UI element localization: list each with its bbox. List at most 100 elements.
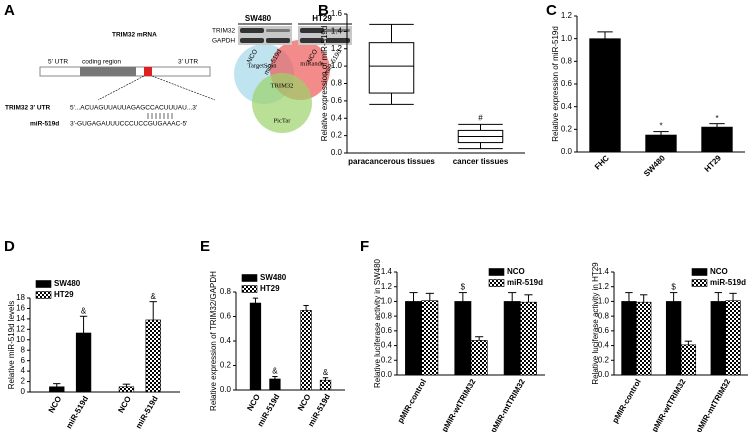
y-tick-label: 0.2 — [331, 131, 343, 140]
y-tick-label: 0 — [21, 387, 26, 396]
legend-swatch — [691, 268, 708, 276]
venn-label: PicTar — [274, 117, 292, 124]
annotation: & — [151, 292, 157, 301]
x-tick-label: miR-519d — [134, 394, 160, 430]
cell-line: HT29 — [312, 14, 332, 23]
bar — [589, 38, 621, 153]
y-tick-label: 0.6 — [220, 312, 232, 321]
legend-label: SW480 — [54, 279, 81, 288]
legend-swatch — [488, 279, 505, 287]
legend-label: HT29 — [54, 290, 74, 299]
y-tick-label: 0.0 — [561, 147, 573, 156]
panel-labels: A B C D E F — [4, 2, 557, 255]
legend-swatch — [691, 279, 708, 287]
bar — [75, 332, 92, 393]
y-tick-label: 1.2 — [381, 282, 393, 291]
y-tick-label: 0.8 — [561, 56, 573, 65]
diagram-title: TRIM32 mRNA — [112, 32, 157, 39]
y-tick-label: 1.0 — [561, 34, 573, 43]
y-tick-label: 1.4 — [598, 267, 610, 276]
annotation: & — [323, 368, 329, 377]
x-tick-label: NCO — [245, 393, 262, 413]
y-tick-label: 0.0 — [331, 148, 343, 157]
legend-swatch — [241, 285, 258, 293]
legend-swatch — [35, 280, 52, 288]
x-tick-label: pMIR-mtTRIM32 — [694, 377, 732, 432]
y-tick-label: 0.6 — [331, 96, 343, 105]
y-tick-label: 0.8 — [381, 311, 393, 320]
venn-center: TRIM32 — [271, 82, 294, 89]
venn-label: miRanda — [300, 60, 324, 67]
y-tick-label: 0.0 — [381, 370, 393, 379]
y-tick-label: 12 — [16, 324, 25, 333]
x-tick-label: miR-519d — [64, 394, 90, 430]
bar — [405, 301, 422, 376]
y-tick-label: 10 — [16, 335, 25, 344]
annotation: & — [272, 367, 278, 376]
annotation: & — [81, 306, 87, 315]
y-axis-label: Relative luciferase activity in SW480 — [373, 258, 382, 387]
x-tick-label: pMIR-wtTRIM32 — [440, 377, 478, 432]
bar — [665, 301, 682, 376]
panel-label: D — [4, 238, 15, 255]
panel-label: C — [546, 2, 557, 19]
sequence: 5'...ACUAGUUAUUAGAGCCACUUUAU...3' — [70, 105, 197, 112]
annotation: # — [478, 113, 483, 122]
bar — [636, 301, 652, 376]
bar — [680, 344, 697, 376]
x-tick-label: SW480 — [642, 153, 667, 178]
x-tick-label: cancer tissues — [453, 157, 509, 166]
y-tick-label: 0.0 — [220, 385, 232, 394]
y-tick-label: 0.2 — [598, 355, 610, 364]
x-tick-label: pMIR-control — [610, 378, 642, 425]
y-tick-label: 1.4 — [381, 267, 393, 276]
x-tick-label: pMIR-wtTRIM32 — [650, 377, 688, 432]
y-axis-label: Relative luciferase activity in HT29 — [591, 262, 600, 385]
y-tick-label: 1.0 — [598, 297, 610, 306]
bar — [503, 301, 521, 376]
bar — [710, 301, 726, 376]
bar — [621, 301, 637, 376]
bar — [520, 301, 537, 376]
x-tick-label: NCO — [47, 395, 64, 415]
legend-label: NCO — [507, 267, 525, 276]
binding-site — [144, 67, 152, 76]
x-tick-label: FHC — [593, 153, 611, 171]
y-axis-label: Relative expression of miR-519d — [551, 26, 560, 142]
x-tick-label: NCO — [116, 395, 133, 415]
seq-label: TRIM32 3' UTR — [5, 105, 51, 112]
y-tick-label: 14 — [16, 314, 25, 323]
legend-label: miR-519d — [507, 278, 543, 287]
y-tick-label: 4 — [21, 366, 26, 375]
y-tick-label: 0.6 — [598, 326, 610, 335]
legend-swatch — [35, 291, 52, 299]
x-tick-label: paracancerous tissues — [348, 157, 435, 166]
zoom-line — [151, 75, 216, 101]
venn-label: TargetScan — [247, 62, 277, 69]
base-pairs — [147, 113, 173, 119]
bar — [269, 378, 281, 391]
legend-swatch — [488, 268, 505, 276]
y-tick-label: 1.0 — [381, 297, 393, 306]
y-tick-label: 6 — [21, 356, 26, 365]
box — [368, 42, 415, 94]
legend-label: SW480 — [260, 273, 287, 282]
mrna-diagram: TRIM32 mRNA 5' UTR coding region 3' UTR … — [5, 32, 216, 128]
utr-label: 5' UTR — [48, 59, 68, 66]
sequence: 3'-GUGAGAUUUCCCUCCGUGAAAC-5' — [70, 121, 187, 128]
y-tick-label: 0.8 — [220, 287, 232, 296]
legend-label: HT29 — [260, 284, 280, 293]
y-tick-label: 1.2 — [598, 282, 610, 291]
bar — [701, 126, 733, 153]
y-tick-label: 1.2 — [331, 44, 343, 53]
venn: TargetScan miRanda PicTar TRIM32 — [234, 40, 330, 133]
y-tick-label: 0.4 — [598, 341, 610, 350]
y-tick-label: 0.8 — [598, 311, 610, 320]
coding-region — [80, 67, 136, 76]
y-axis-label: Relative expression of miR-519d — [320, 26, 329, 142]
panel-label: A — [4, 2, 15, 19]
x-tick-label: pMIR-mtTRIM32 — [489, 377, 527, 432]
